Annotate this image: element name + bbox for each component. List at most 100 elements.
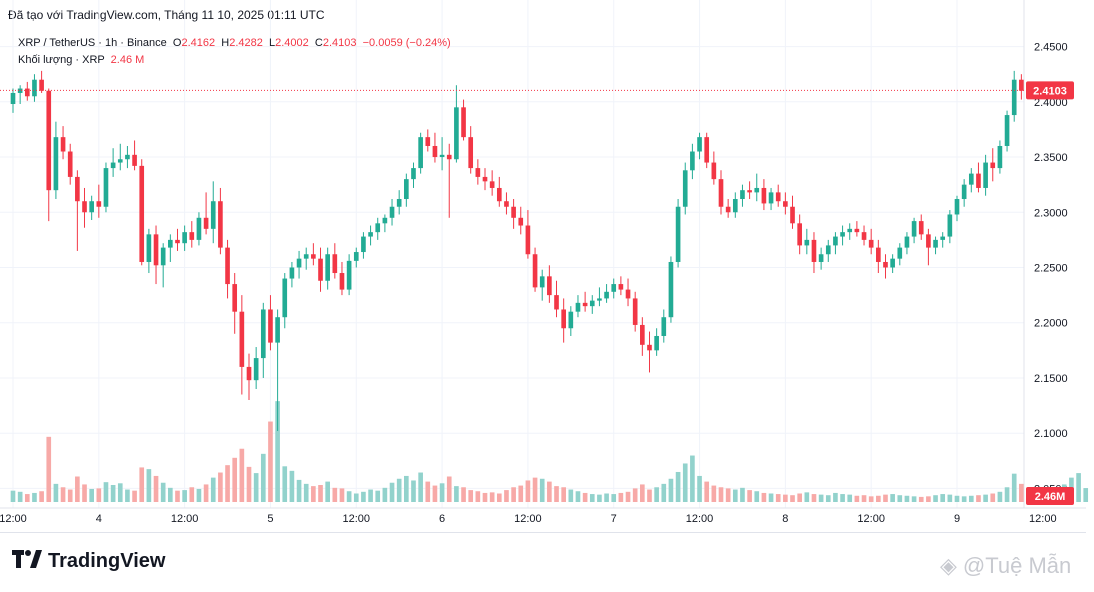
- volume-bar: [940, 494, 946, 502]
- volume-bar: [876, 495, 881, 502]
- candle-body: [196, 217, 202, 240]
- candle-body: [1004, 115, 1010, 146]
- volume-bar: [60, 487, 66, 502]
- volume-bar: [1076, 473, 1081, 502]
- chart-created-caption: Đã tạo với TradingView.com, Tháng 11 10,…: [8, 8, 325, 22]
- volume-label[interactable]: Khối lượng · XRP: [18, 54, 105, 66]
- volume-bar: [189, 487, 195, 502]
- volume-bar: [532, 477, 538, 502]
- candle-body: [547, 276, 552, 296]
- candle-body: [318, 258, 323, 281]
- y-tick-label: 2.1500: [1034, 373, 1068, 385]
- volume-bar: [747, 490, 752, 502]
- candle-body: [1019, 79, 1024, 91]
- volume-bar: [32, 492, 37, 502]
- volume-bar: [67, 489, 73, 502]
- volume-bar: [911, 496, 917, 502]
- candle-body: [647, 344, 652, 351]
- candle-body: [361, 236, 366, 253]
- high-value: 2.4282: [229, 37, 263, 49]
- volume-bar: [933, 495, 938, 502]
- candle-body: [525, 225, 531, 255]
- candle-body: [67, 151, 73, 177]
- candle-body: [911, 221, 917, 237]
- author-watermark: ◈ @Tuệ Mẫn: [940, 553, 1071, 579]
- candle-body: [32, 79, 37, 97]
- volume-bar: [797, 493, 802, 502]
- last-volume-badge: [1026, 487, 1074, 505]
- volume-bar: [103, 482, 109, 502]
- last-volume-label: 2.46M: [1035, 491, 1066, 503]
- x-tick-label: 12:00: [343, 513, 371, 525]
- volume-bar: [75, 476, 80, 502]
- symbol-title[interactable]: XRP / TetherUS · 1h · Binance: [18, 37, 167, 49]
- x-tick-label: 12:00: [0, 513, 27, 525]
- y-tick-label: 2.2500: [1034, 263, 1068, 275]
- candle-body: [811, 239, 817, 262]
- volume-bar: [1011, 473, 1017, 502]
- candle-body: [425, 137, 431, 146]
- candle-body: [940, 236, 946, 240]
- volume-bar: [53, 483, 59, 502]
- x-tick-label: 12:00: [686, 513, 714, 525]
- volume-bar: [561, 487, 566, 502]
- volume-bar: [404, 475, 409, 502]
- volume-bar: [125, 489, 130, 502]
- tradingview-logo[interactable]: TradingView: [12, 550, 165, 573]
- volume-bar: [725, 488, 731, 502]
- volume-bar: [890, 494, 895, 502]
- volume-bar: [82, 484, 87, 502]
- volume-bar: [597, 494, 602, 502]
- volume-bar: [296, 479, 302, 502]
- candle-body: [833, 236, 838, 246]
- candle-body: [146, 234, 152, 262]
- candle-body: [568, 311, 574, 329]
- candle-body: [260, 309, 266, 359]
- candle-body: [189, 232, 195, 240]
- volume-bar: [668, 478, 674, 502]
- volume-bar: [203, 484, 209, 502]
- candle-body: [768, 192, 774, 204]
- volume-bar: [611, 494, 617, 502]
- volume-bar: [990, 493, 996, 502]
- candle-body: [375, 223, 381, 233]
- candle-body: [783, 201, 788, 207]
- candle-body: [404, 179, 409, 200]
- candlestick-chart[interactable]: 2.4500 2.4000 2.3500 2.3000 2.2500 2.2000 2.15…: [0, 0, 1094, 540]
- candle-body: [1011, 79, 1017, 116]
- candle-body: [210, 201, 216, 229]
- volume-bar: [454, 486, 459, 502]
- close-label: C: [314, 37, 323, 49]
- candle-body: [389, 206, 395, 218]
- open-value: 2.4162: [181, 37, 216, 49]
- volume-bar: [117, 483, 123, 502]
- volume-bar: [182, 490, 187, 502]
- candle-body: [883, 261, 888, 268]
- candle-body: [117, 159, 123, 163]
- watermark-text: @Tuệ Mẫn: [962, 553, 1072, 578]
- volume-bar: [997, 491, 1003, 502]
- x-tick-label: 7: [611, 513, 617, 525]
- x-tick-label: 8: [782, 513, 788, 525]
- volume-bar: [625, 491, 631, 502]
- volume-bar: [24, 494, 30, 502]
- candle-body: [311, 254, 316, 259]
- volume-bar: [954, 495, 960, 502]
- volume-bar: [425, 481, 431, 502]
- candle-body: [804, 239, 810, 246]
- candle-body: [868, 239, 874, 248]
- volume-bar: [1083, 488, 1089, 502]
- candle-body: [17, 88, 23, 93]
- symbol-legend: XRP / TetherUS · 1h · Binance O2.4162 H2…: [18, 35, 451, 69]
- volume-bar: [554, 486, 559, 502]
- volume-bar: [10, 490, 16, 502]
- candle-body: [640, 324, 645, 345]
- volume-bar: [239, 448, 245, 502]
- volume-bar: [475, 491, 481, 502]
- candle-body: [604, 291, 609, 299]
- x-tick-label: 12:00: [171, 513, 199, 525]
- volume-bar: [518, 485, 524, 502]
- volume-bar: [132, 490, 137, 502]
- volume-bar: [96, 488, 102, 502]
- candle-body: [625, 289, 631, 299]
